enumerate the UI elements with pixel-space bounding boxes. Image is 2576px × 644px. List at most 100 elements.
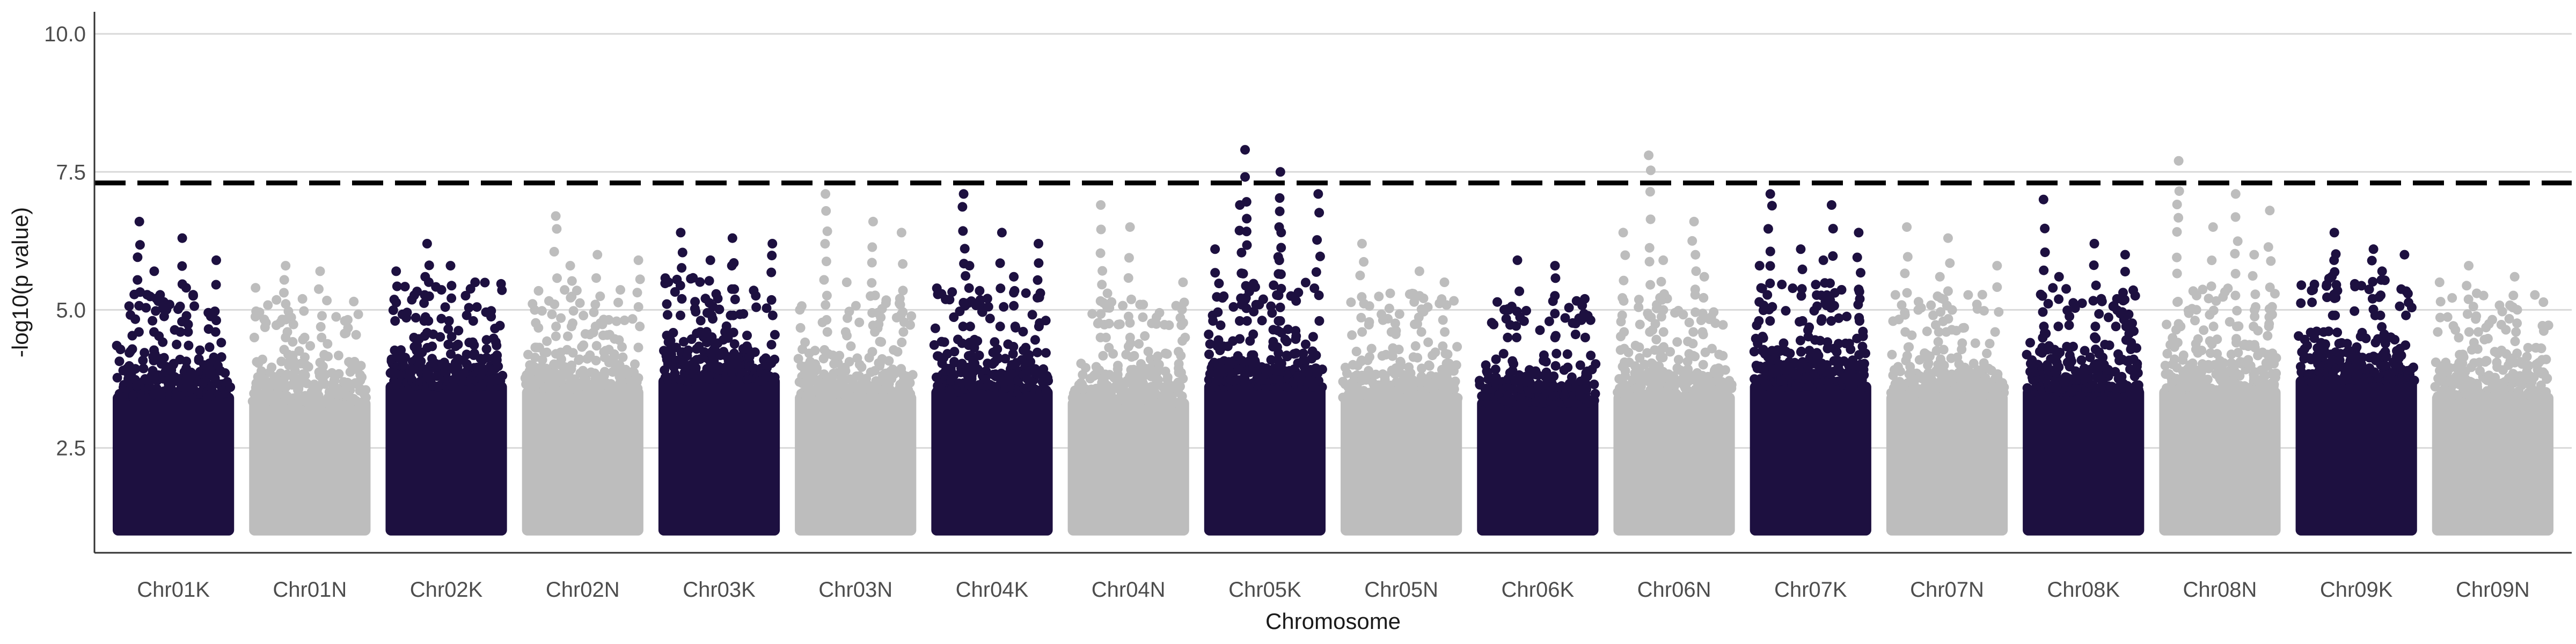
point — [1928, 310, 1938, 320]
point — [2233, 236, 2243, 246]
point — [1210, 268, 1220, 278]
point — [1505, 320, 1515, 330]
point — [2331, 280, 2341, 290]
point — [1300, 277, 1311, 288]
point — [1267, 308, 1277, 318]
point — [1404, 289, 1415, 299]
point — [999, 302, 1009, 312]
point — [1276, 269, 1286, 279]
point-band — [1067, 398, 1189, 536]
point — [349, 296, 359, 306]
point — [2296, 362, 2306, 372]
point — [258, 354, 267, 364]
point — [447, 281, 457, 291]
point — [2522, 352, 2532, 362]
point — [1688, 327, 1699, 337]
point — [1533, 370, 1543, 380]
point — [225, 382, 236, 392]
point — [436, 285, 447, 295]
x-tick-label: Chr04N — [1092, 578, 1166, 602]
point — [1691, 266, 1701, 276]
point — [2401, 310, 2411, 320]
peak-point — [868, 216, 878, 226]
point — [1415, 291, 1425, 301]
point — [1816, 316, 1826, 326]
point — [1236, 247, 1247, 258]
point — [2178, 350, 2189, 360]
point — [1645, 280, 1656, 290]
point — [2447, 293, 2457, 303]
point — [1000, 354, 1011, 364]
point — [1314, 290, 1324, 301]
point — [977, 307, 987, 317]
point — [1138, 299, 1148, 310]
point — [2054, 294, 2064, 304]
point — [1118, 301, 1128, 311]
point — [1894, 377, 1905, 387]
chromosome-chr07n — [1886, 222, 2009, 536]
point — [1251, 299, 1261, 310]
point-band — [522, 387, 643, 536]
point — [1926, 300, 1936, 310]
point — [590, 321, 601, 332]
point — [635, 274, 645, 284]
point — [391, 297, 401, 308]
point — [1804, 346, 1814, 356]
point — [353, 309, 363, 319]
data-points — [112, 145, 2553, 536]
point — [1645, 327, 1655, 337]
point — [1453, 393, 1463, 403]
y-tick-labels: 2.5 5.0 7.5 10.0 — [44, 23, 86, 460]
point — [1938, 345, 1949, 355]
point — [1490, 364, 1501, 375]
point — [460, 291, 471, 301]
point — [2054, 362, 2064, 372]
point — [898, 286, 908, 296]
point — [314, 284, 324, 294]
x-tick-label: Chr02K — [410, 578, 483, 602]
peak-point — [633, 255, 643, 265]
point — [1359, 298, 1369, 309]
point — [1856, 268, 1865, 278]
point — [1162, 349, 1172, 359]
point — [2523, 343, 2533, 353]
point — [770, 354, 780, 364]
point — [351, 330, 361, 340]
point — [1658, 353, 1668, 363]
point — [1236, 293, 1246, 303]
point — [2332, 327, 2343, 338]
point — [1645, 214, 1656, 224]
point — [1563, 362, 1573, 372]
point — [1272, 342, 1282, 352]
point — [932, 283, 942, 294]
point — [2307, 297, 2317, 308]
point — [2043, 298, 2053, 309]
point-band — [658, 376, 780, 536]
point — [599, 371, 609, 380]
point — [1087, 309, 1097, 319]
point — [2111, 321, 2121, 332]
point — [574, 354, 584, 364]
peak-point — [1658, 255, 1668, 265]
point — [750, 347, 760, 357]
point — [2377, 322, 2387, 332]
point — [447, 293, 457, 303]
point — [2268, 382, 2279, 392]
point — [2263, 331, 2273, 341]
peak-point — [1357, 239, 1367, 248]
point — [2234, 369, 2244, 379]
peak-point — [2249, 250, 2259, 260]
point — [1261, 363, 1271, 374]
peak-point — [1580, 294, 1590, 304]
point — [181, 356, 192, 367]
x-tick-label: Chr07K — [1774, 578, 1847, 602]
peak-point — [211, 255, 221, 265]
point — [995, 258, 1005, 268]
point — [1777, 280, 1787, 290]
point-band — [2432, 392, 2553, 536]
point — [550, 299, 560, 309]
point — [184, 340, 194, 350]
point — [1378, 315, 1388, 325]
point — [2207, 255, 2217, 266]
point — [400, 282, 410, 292]
